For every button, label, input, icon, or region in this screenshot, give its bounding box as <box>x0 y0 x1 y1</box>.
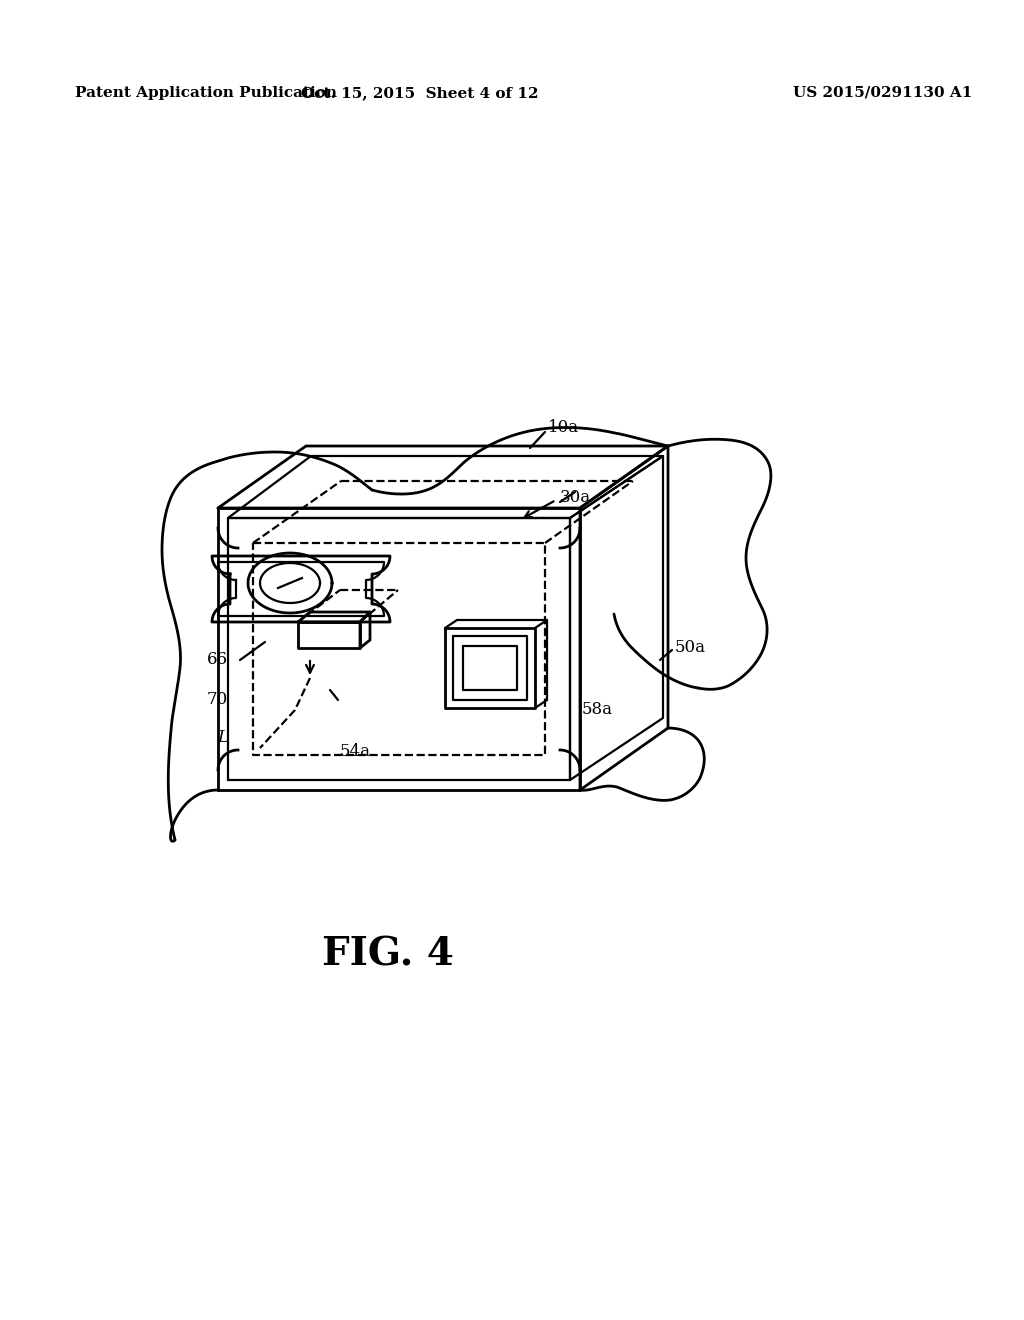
Text: L: L <box>217 730 228 747</box>
Text: US 2015/0291130 A1: US 2015/0291130 A1 <box>793 86 973 100</box>
Text: 66: 66 <box>207 652 228 668</box>
Text: 58a: 58a <box>582 701 613 718</box>
Text: Patent Application Publication: Patent Application Publication <box>75 86 337 100</box>
Text: 30a: 30a <box>560 488 591 506</box>
Text: 50a: 50a <box>675 639 706 656</box>
Text: 70: 70 <box>207 692 228 709</box>
Text: 10a: 10a <box>548 420 580 437</box>
Text: 54a: 54a <box>340 743 371 760</box>
Text: Oct. 15, 2015  Sheet 4 of 12: Oct. 15, 2015 Sheet 4 of 12 <box>301 86 539 100</box>
Text: FIG. 4: FIG. 4 <box>323 936 454 974</box>
